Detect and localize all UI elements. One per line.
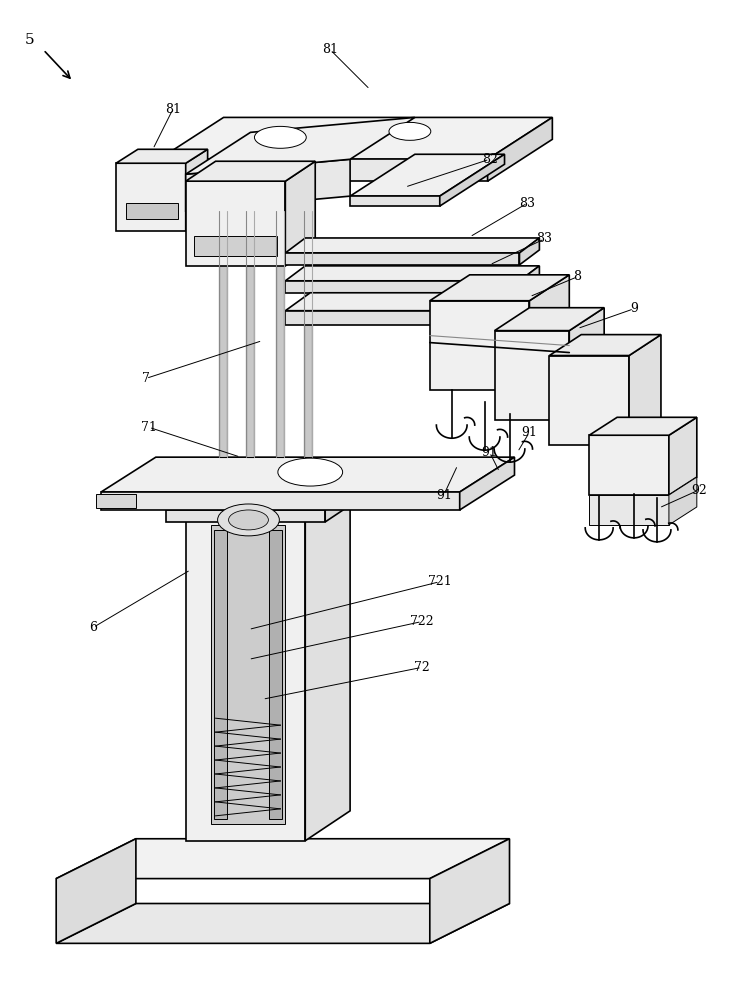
Text: 83: 83 [536, 232, 553, 245]
Polygon shape [495, 331, 569, 420]
Polygon shape [185, 159, 350, 211]
Polygon shape [57, 839, 136, 943]
Polygon shape [185, 161, 315, 181]
Polygon shape [285, 253, 520, 265]
Polygon shape [166, 510, 325, 522]
Polygon shape [185, 510, 305, 841]
Polygon shape [57, 839, 510, 879]
Polygon shape [185, 480, 350, 510]
Polygon shape [101, 492, 460, 510]
Ellipse shape [254, 126, 306, 148]
Polygon shape [185, 149, 207, 231]
Text: 91: 91 [482, 446, 498, 459]
Polygon shape [589, 495, 669, 525]
Polygon shape [629, 335, 661, 445]
Polygon shape [589, 417, 697, 435]
Polygon shape [116, 149, 207, 163]
Text: 721: 721 [428, 575, 452, 588]
Polygon shape [285, 238, 539, 253]
Text: 82: 82 [482, 153, 498, 166]
Polygon shape [213, 530, 226, 819]
Ellipse shape [218, 504, 280, 536]
Polygon shape [430, 301, 529, 390]
Polygon shape [550, 335, 661, 356]
Polygon shape [185, 181, 285, 266]
Polygon shape [269, 530, 282, 819]
Ellipse shape [389, 122, 431, 140]
Polygon shape [285, 161, 315, 266]
Polygon shape [96, 494, 136, 508]
Polygon shape [430, 839, 510, 943]
Text: 91: 91 [522, 426, 538, 439]
Polygon shape [285, 281, 520, 293]
Polygon shape [529, 293, 554, 325]
Polygon shape [185, 117, 415, 174]
Text: 7: 7 [142, 372, 150, 385]
Polygon shape [529, 275, 569, 390]
Polygon shape [57, 904, 510, 943]
Polygon shape [247, 211, 254, 457]
Polygon shape [350, 154, 504, 196]
Polygon shape [520, 266, 539, 293]
Polygon shape [285, 293, 554, 311]
Polygon shape [440, 154, 504, 206]
Text: 91: 91 [436, 489, 452, 502]
Text: 8: 8 [573, 270, 581, 283]
Text: 92: 92 [691, 484, 706, 497]
Polygon shape [460, 457, 514, 510]
Polygon shape [350, 196, 440, 206]
Polygon shape [305, 211, 312, 457]
Polygon shape [520, 238, 539, 265]
Polygon shape [194, 236, 277, 256]
Polygon shape [550, 356, 629, 445]
Polygon shape [669, 477, 697, 525]
Text: 722: 722 [410, 615, 434, 628]
Text: 6: 6 [89, 621, 97, 634]
Polygon shape [116, 163, 185, 231]
Polygon shape [159, 159, 488, 181]
Polygon shape [285, 266, 539, 281]
Polygon shape [210, 525, 285, 824]
Text: 72: 72 [414, 661, 430, 674]
Text: 83: 83 [520, 197, 535, 210]
Text: 81: 81 [165, 103, 181, 116]
Ellipse shape [278, 458, 342, 486]
Ellipse shape [228, 510, 268, 530]
Polygon shape [495, 308, 604, 331]
Polygon shape [101, 457, 514, 492]
Polygon shape [589, 435, 669, 495]
Polygon shape [126, 203, 178, 219]
Text: 5: 5 [24, 33, 34, 47]
Polygon shape [166, 480, 370, 510]
Text: 81: 81 [322, 43, 339, 56]
Polygon shape [430, 275, 569, 301]
Text: 9: 9 [630, 302, 638, 315]
Text: 71: 71 [141, 421, 157, 434]
Polygon shape [285, 311, 529, 325]
Polygon shape [219, 211, 226, 457]
Polygon shape [488, 117, 553, 181]
Polygon shape [305, 480, 350, 841]
Polygon shape [159, 117, 553, 159]
Polygon shape [277, 211, 284, 457]
Polygon shape [569, 308, 604, 420]
Polygon shape [669, 417, 697, 495]
Polygon shape [325, 480, 370, 522]
